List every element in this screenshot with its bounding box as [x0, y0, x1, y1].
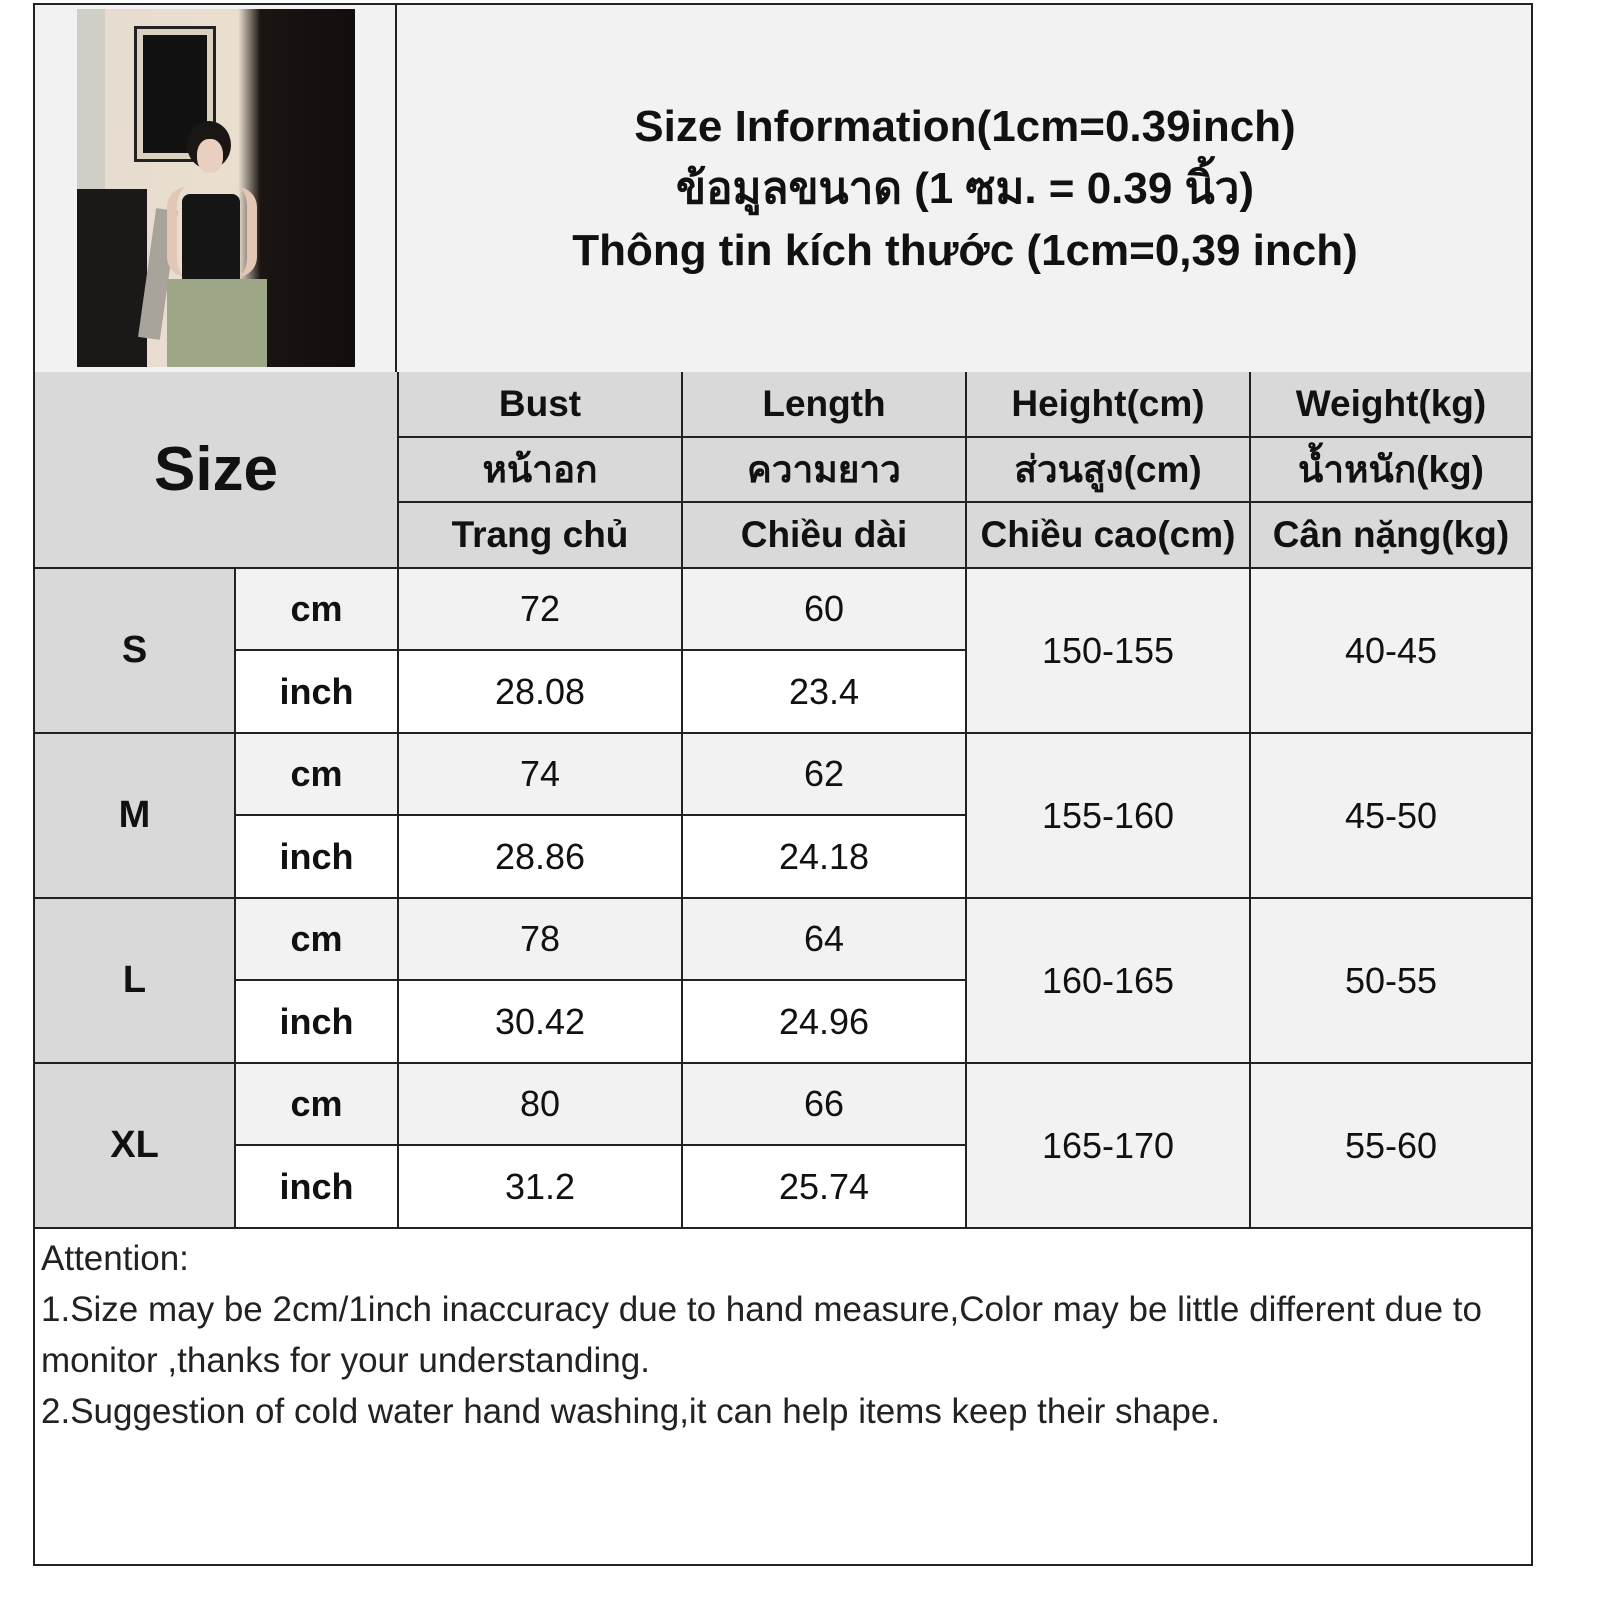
bust-inch: 28.86 [397, 814, 683, 899]
size-chart: Size Information(1cm=0.39inch) ข้อมูลขนา… [33, 3, 1533, 1566]
col-weight-th: น้ำหนัก(kg) [1249, 436, 1531, 503]
size-label: L [35, 897, 236, 1064]
unit-inch: inch [235, 979, 399, 1064]
table-row: inch 31.2 25.74 [35, 1144, 1531, 1229]
col-height-vi: Chiều cao(cm) [965, 501, 1251, 569]
attention-heading: Attention: [41, 1239, 189, 1278]
size-label: M [35, 732, 236, 899]
photo-cell [35, 5, 397, 372]
length-cm: 64 [681, 897, 967, 981]
weight-range: 45-50 [1249, 732, 1531, 899]
product-photo [77, 9, 355, 367]
length-cm: 60 [681, 568, 967, 651]
bust-inch: 31.2 [397, 1144, 683, 1229]
weight-range: 50-55 [1249, 897, 1531, 1064]
bust-cm: 74 [397, 732, 683, 816]
height-range: 150-155 [965, 568, 1251, 734]
bust-cm: 72 [397, 568, 683, 651]
title-en: Size Information(1cm=0.39inch) [634, 101, 1296, 151]
height-range: 160-165 [965, 897, 1251, 1064]
unit-inch: inch [235, 814, 399, 899]
title-th: ข้อมูลขนาด (1 ซม. = 0.39 นิ้ว) [675, 163, 1254, 213]
table-row: inch 28.08 23.4 [35, 649, 1531, 734]
col-length-th: ความยาว [681, 436, 967, 503]
length-inch: 25.74 [681, 1144, 966, 1229]
unit-cm: cm [234, 897, 399, 981]
weight-range: 55-60 [1249, 1062, 1531, 1229]
col-bust-vi: Trang chủ [398, 501, 683, 569]
col-length-vi: Chiều dài [681, 501, 967, 569]
bust-cm: 80 [397, 1062, 683, 1146]
size-table: Size Bust Length Height(cm) Weight(kg) ห… [35, 372, 1531, 1229]
height-range: 165-170 [965, 1062, 1251, 1229]
unit-cm: cm [234, 568, 399, 651]
table-row: inch 28.86 24.18 [35, 814, 1531, 899]
unit-cm: cm [234, 732, 399, 816]
length-cm: 62 [681, 732, 967, 816]
length-inch: 24.18 [681, 814, 966, 899]
length-cm: 66 [681, 1062, 967, 1146]
title-block: Size Information(1cm=0.39inch) ข้อมูลขนา… [399, 5, 1531, 372]
title-vi: Thông tin kích thước (1cm=0,39 inch) [572, 225, 1358, 275]
attention-note-2: 2.Suggestion of cold water hand washing,… [41, 1392, 1221, 1431]
size-label: S [35, 568, 236, 734]
col-weight-vi: Cân nặng(kg) [1249, 501, 1531, 569]
col-height-en: Height(cm) [965, 372, 1251, 438]
height-range: 155-160 [965, 732, 1251, 899]
size-label: XL [35, 1062, 236, 1229]
weight-range: 40-45 [1249, 568, 1531, 734]
col-height-th: ส่วนสูง(cm) [965, 436, 1251, 503]
length-inch: 23.4 [681, 649, 966, 734]
col-weight-en: Weight(kg) [1249, 372, 1531, 438]
bust-inch: 30.42 [397, 979, 683, 1064]
col-length-en: Length [681, 372, 967, 438]
chart-header: Size Information(1cm=0.39inch) ข้อมูลขนา… [35, 5, 1531, 374]
length-inch: 24.96 [681, 979, 966, 1064]
size-header: Size [35, 372, 399, 569]
unit-inch: inch [235, 649, 399, 734]
unit-inch: inch [235, 1144, 399, 1229]
table-row: inch 30.42 24.96 [35, 979, 1531, 1064]
bust-inch: 28.08 [397, 649, 683, 734]
attention-notes: Attention: 1.Size may be 2cm/1inch inacc… [41, 1233, 1521, 1437]
table-row: XL cm 80 66 165-170 55-60 [35, 1062, 1531, 1229]
attention-note-1: 1.Size may be 2cm/1inch inaccuracy due t… [41, 1290, 1482, 1380]
unit-cm: cm [234, 1062, 399, 1146]
col-bust-en: Bust [397, 372, 683, 438]
col-bust-th: หน้าอก [398, 436, 683, 503]
bust-cm: 78 [397, 897, 683, 981]
